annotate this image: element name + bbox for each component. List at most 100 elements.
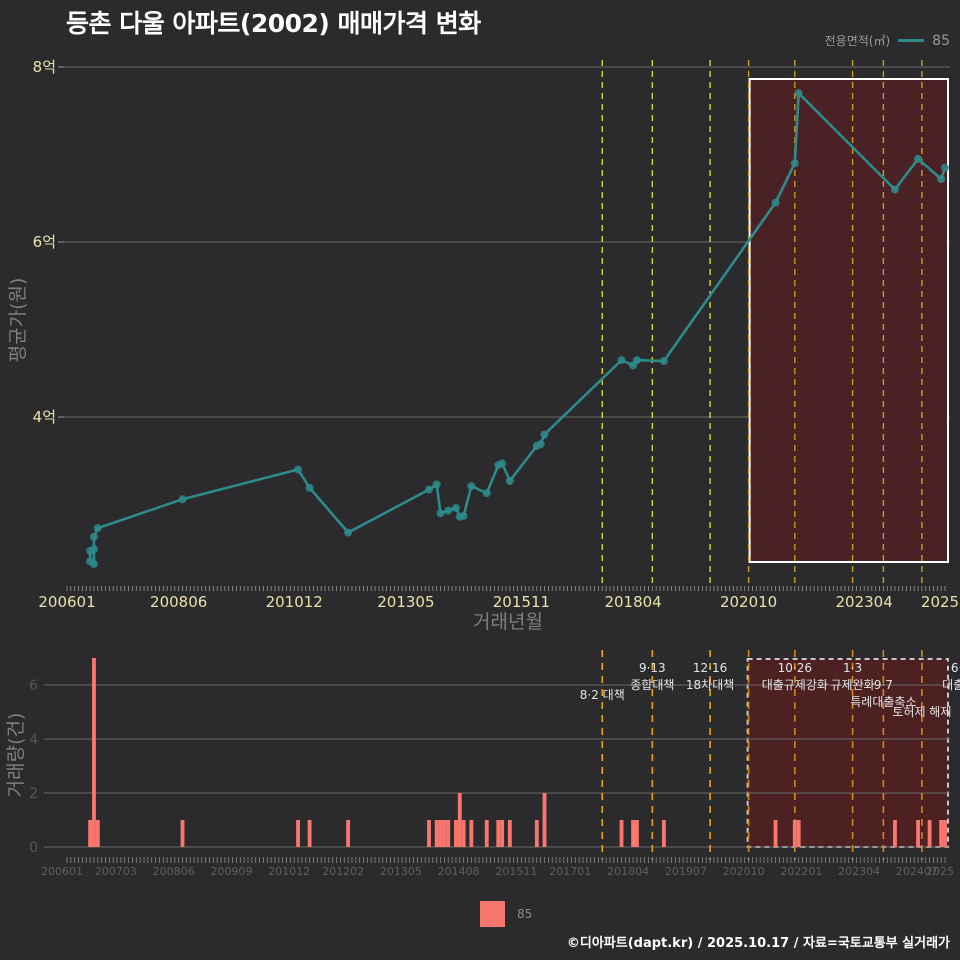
data-point[interactable] [505,476,514,485]
y-tick-label: 4 [29,732,38,748]
data-point[interactable] [467,482,476,491]
data-point[interactable] [632,356,641,365]
x-tick-label-bars: 201305 [380,865,422,878]
volume-bar[interactable] [939,820,944,847]
volume-bar[interactable] [434,820,439,847]
volume-bar[interactable] [943,820,947,847]
volume-bar[interactable] [457,793,462,847]
x-tick-label-bars: 202201 [780,865,822,878]
x-axis-title: 거래년월 [473,611,543,633]
data-point[interactable] [444,506,453,515]
source-credit: ©디아파트(dapt.kr) / 2025.10.17 / 자료=국토교통부 실… [566,936,950,951]
y-tick-label: 4억 [33,408,56,426]
volume-bar[interactable] [469,820,474,847]
volume-bar[interactable] [635,820,639,847]
volume-bar[interactable] [916,820,920,847]
data-point[interactable] [344,528,353,537]
highlight-box [748,78,950,563]
volume-bar[interactable] [442,820,447,847]
volume-bar[interactable] [534,820,539,847]
x-tick-label-bars: 202010 [723,865,765,878]
volume-bar[interactable] [796,820,801,847]
volume-bar[interactable] [346,820,351,847]
policy-annotation: 10·26 [778,661,812,675]
volume-bar[interactable] [92,658,96,847]
data-point[interactable] [498,459,507,468]
policy-annotation: 8·2 대책 [580,687,625,702]
volume-bar[interactable] [500,820,505,847]
data-point[interactable] [178,495,187,504]
data-point[interactable] [941,163,949,172]
data-point[interactable] [436,509,445,518]
data-point[interactable] [451,504,460,512]
volume-bar[interactable] [95,820,100,847]
volume-bar[interactable] [427,820,431,847]
data-point[interactable] [294,465,303,474]
data-point[interactable] [914,154,923,163]
bar-legend: 85 [480,901,532,927]
y-tick-label: 8억 [33,58,56,76]
x-tick-label: 200601 [38,593,95,611]
volume-bar[interactable] [927,820,932,847]
volume-bar[interactable] [893,820,897,847]
chart-title: 등촌 다울 아파트(2002) 매매가격 변화 [66,9,481,38]
volume-bar[interactable] [619,820,624,847]
svg-text:종합대책: 종합대책 [630,677,674,692]
x-tick-label-bars: 201012 [268,865,310,878]
volume-bar[interactable] [631,820,636,847]
data-point[interactable] [89,532,98,541]
x-tick-label-bars: 201511 [495,865,537,878]
volume-bar[interactable] [438,820,443,847]
price-line [88,90,947,567]
volume-bar[interactable] [507,820,512,847]
y-axis-title: 평균가(원) [7,278,29,363]
volume-bar[interactable] [307,820,312,847]
data-point[interactable] [93,524,102,533]
data-point[interactable] [937,175,946,183]
data-point[interactable] [617,356,626,365]
volume-bar[interactable] [484,820,489,847]
data-point[interactable] [459,511,468,520]
x-tick-label: 201804 [604,593,661,611]
policy-annotation: 9·13 [639,661,666,675]
x-tick-label-bars: 201408 [438,865,480,878]
volume-bar[interactable] [661,820,666,847]
volume-bar[interactable] [180,820,185,847]
volume-bar[interactable] [461,820,466,847]
volume-bar[interactable] [773,820,778,847]
data-point[interactable] [424,485,433,494]
data-point[interactable] [790,159,799,168]
volume-bar[interactable] [454,820,458,847]
policy-annotation: 12·16 [693,661,727,675]
x-tick-label: 202304 [835,593,892,611]
legend-bar-value: 85 [517,907,533,921]
data-point[interactable] [482,489,491,498]
data-point[interactable] [432,480,441,489]
data-point[interactable] [890,185,899,194]
data-point[interactable] [659,357,668,365]
data-point[interactable] [771,198,780,207]
policy-annotation: 1·3 [843,661,862,675]
x-tick-label: 200806 [150,593,207,611]
x-tick-label-bars: 200703 [95,865,137,878]
data-point[interactable] [540,430,549,439]
legend-line-swatch-icon [898,39,925,42]
data-point[interactable] [305,483,314,492]
volume-bar[interactable] [542,793,547,847]
volume-bar[interactable] [496,820,501,847]
volume-bar[interactable] [792,820,797,847]
data-point[interactable] [536,440,545,449]
volume-bar[interactable] [88,820,93,847]
x-tick-label: 202010 [720,593,777,611]
data-point[interactable] [794,89,803,98]
x-tick-label: 201511 [493,593,550,611]
x-tick-label-bars: 200601 [41,865,83,878]
data-point[interactable] [89,560,98,568]
policy-annotation: 6·27 [951,661,960,675]
volume-bar[interactable] [446,820,451,847]
legend-value: 85 [932,32,950,49]
data-point[interactable] [89,545,98,554]
svg-text:대출규제강화: 대출규제강화 [762,678,828,692]
volume-bar[interactable] [296,820,300,847]
svg-text:18차대책: 18차대책 [686,677,734,692]
